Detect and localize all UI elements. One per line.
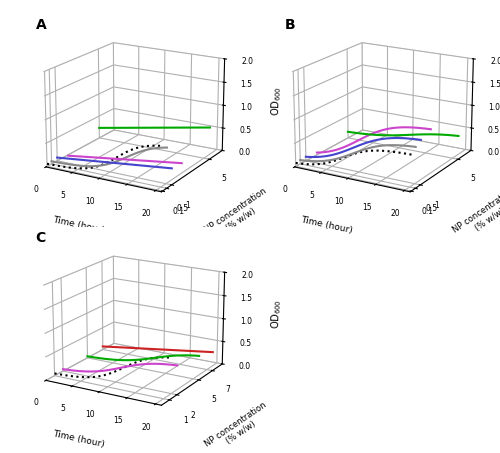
Y-axis label: NP concentration
(% w/w): NP concentration (% w/w) — [452, 187, 500, 243]
X-axis label: Time (hour): Time (hour) — [300, 215, 354, 235]
Text: A: A — [36, 18, 46, 32]
Y-axis label: NP concentration
(% w/w): NP concentration (% w/w) — [203, 187, 274, 243]
X-axis label: Time (hour): Time (hour) — [52, 429, 105, 449]
Text: B: B — [284, 18, 295, 32]
X-axis label: Time (hour): Time (hour) — [52, 215, 105, 235]
Y-axis label: NP concentration
(% w/w): NP concentration (% w/w) — [203, 400, 274, 453]
Text: C: C — [36, 231, 46, 245]
